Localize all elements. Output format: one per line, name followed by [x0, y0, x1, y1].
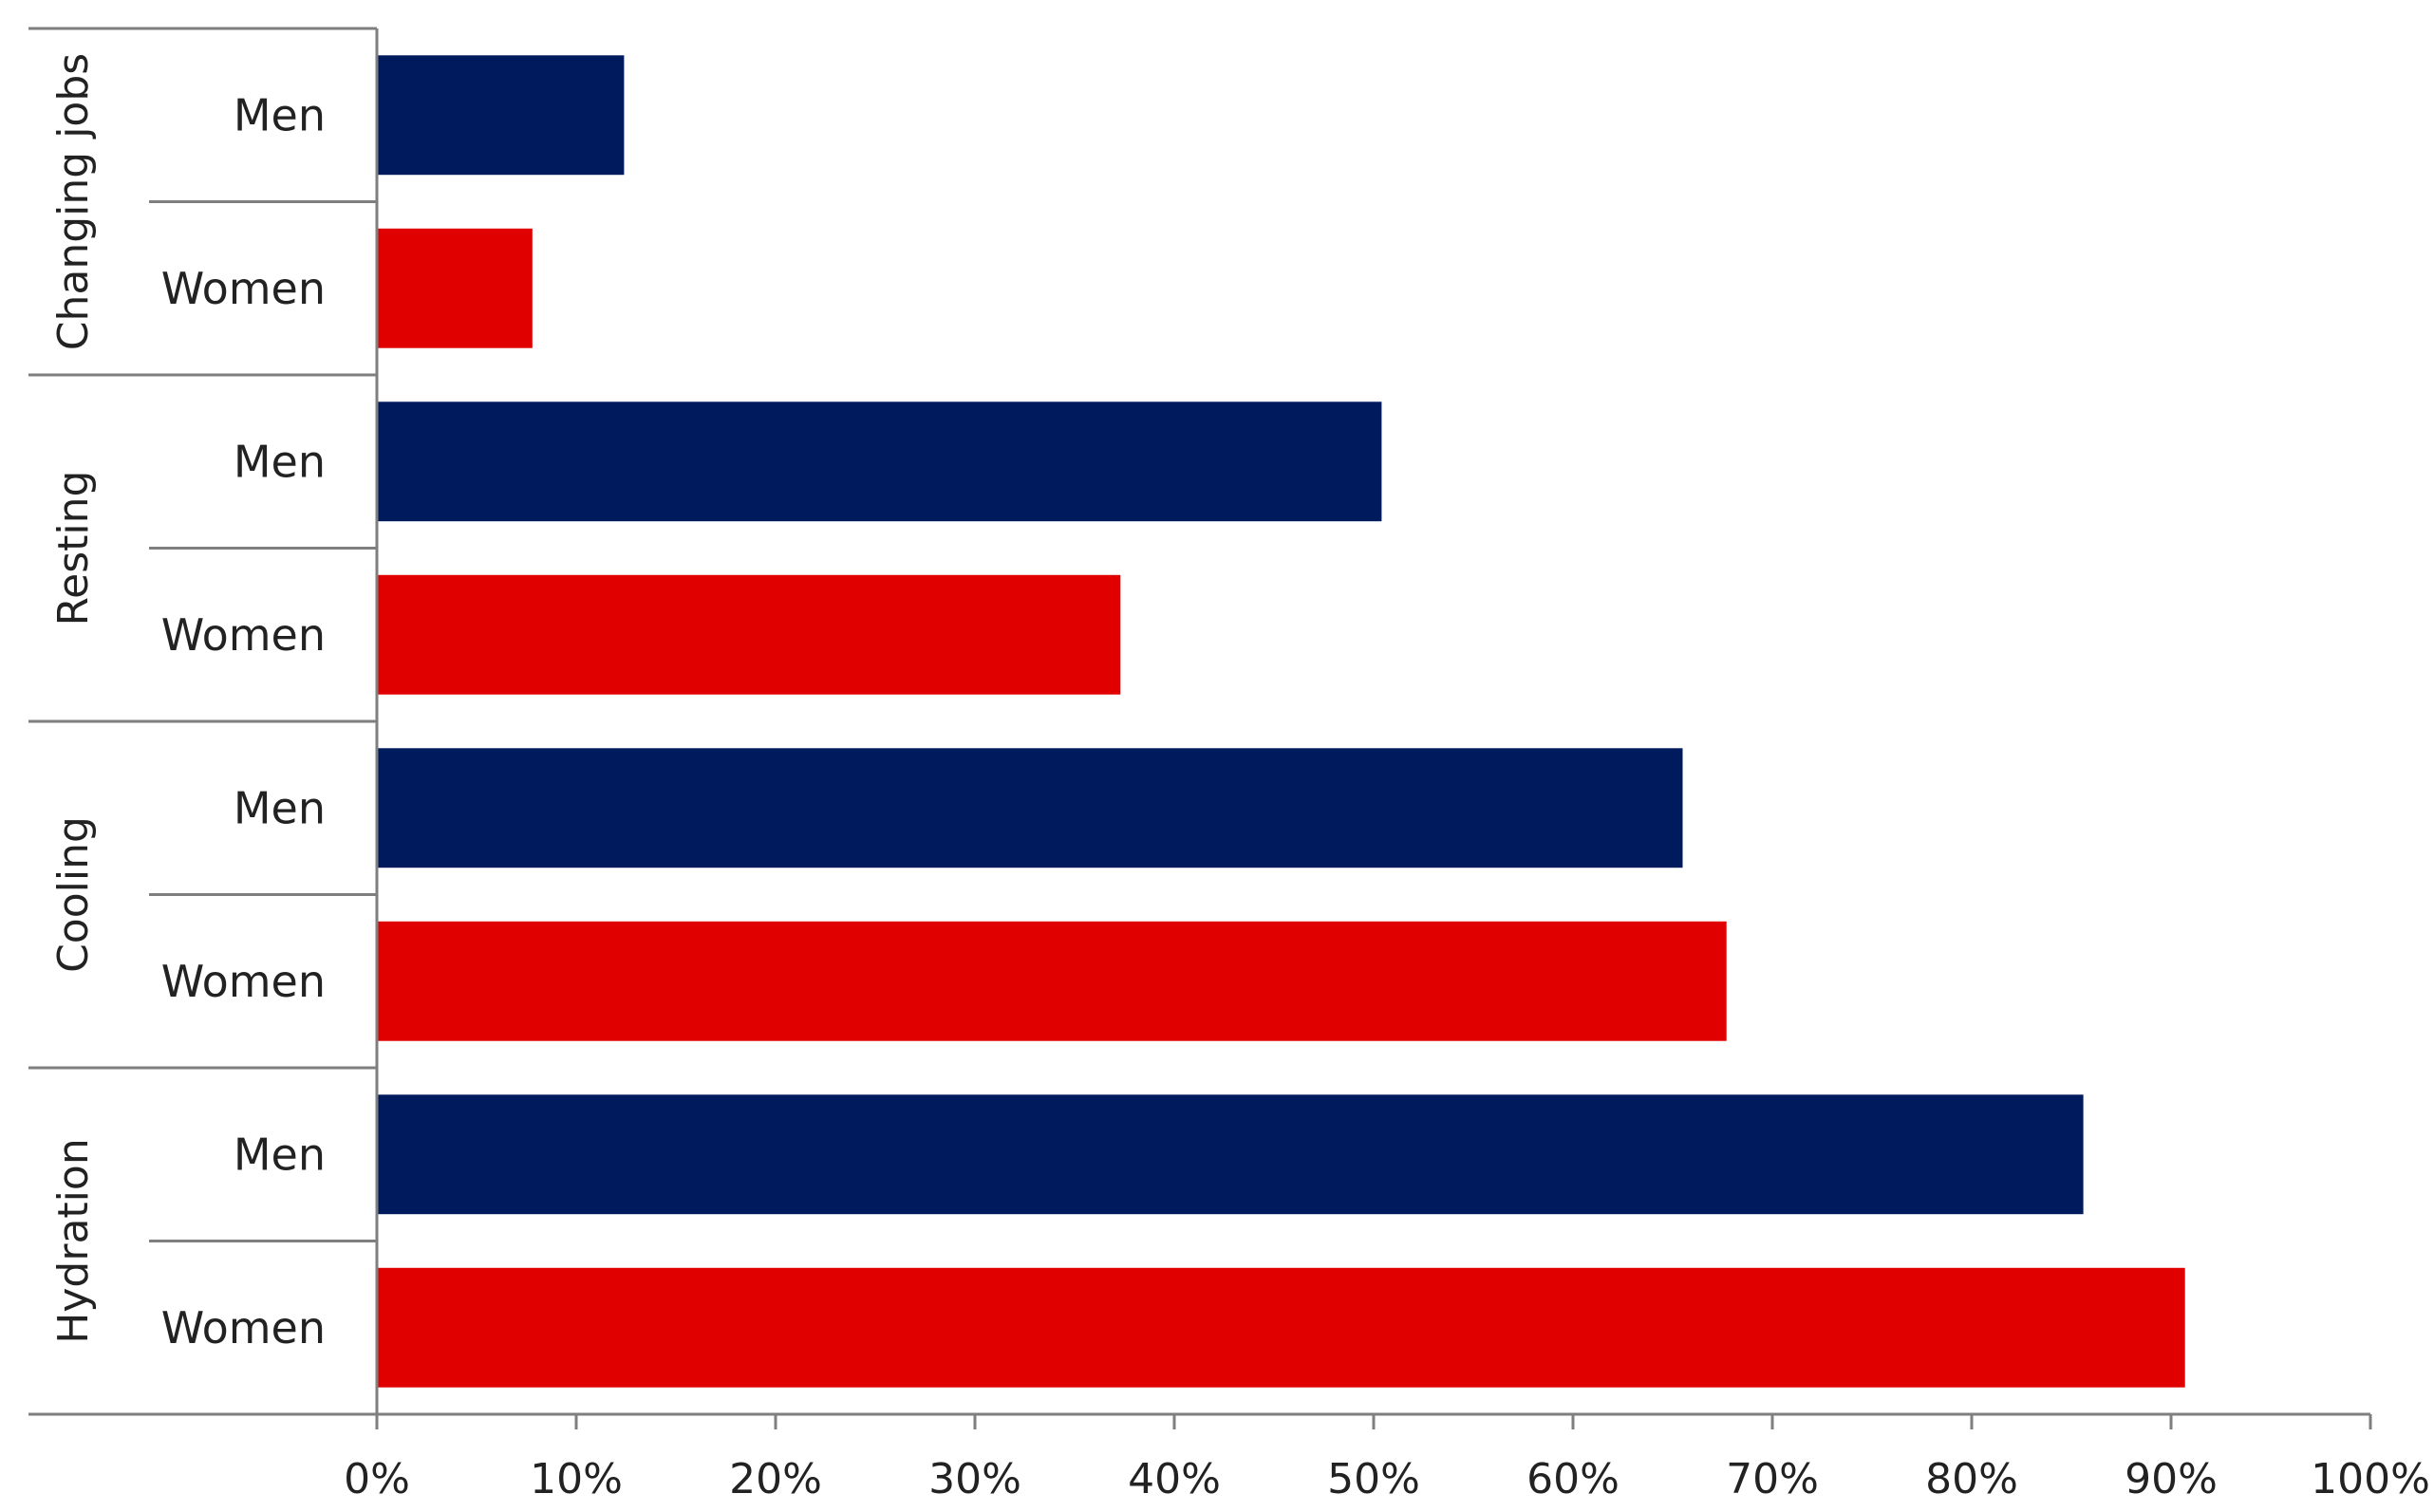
x-tick-label: 40%	[1128, 1455, 1221, 1503]
x-tick-label: 90%	[2125, 1455, 2218, 1503]
bar-category-label: Women	[161, 1302, 326, 1353]
bar-changing-jobs-women	[377, 228, 533, 348]
group-label-changing-jobs: Changing jobs	[49, 53, 98, 350]
group-label-hydration: Hydration	[49, 1138, 98, 1343]
bar-resting-men	[377, 401, 1382, 522]
bar-category-label: Women	[161, 609, 326, 661]
bar-category-label: Men	[234, 1129, 326, 1180]
bar-category-label: Women	[161, 263, 326, 314]
x-tick-label: 50%	[1327, 1455, 1420, 1503]
x-tick-label: 80%	[1925, 1455, 2018, 1503]
bar-cooling-men	[377, 748, 1683, 868]
x-tick-label: 0%	[344, 1455, 410, 1503]
bar-category-label: Men	[234, 436, 326, 487]
group-label-resting: Resting	[49, 471, 98, 626]
x-tick-label: 10%	[530, 1455, 623, 1503]
bar-cooling-women	[377, 921, 1727, 1041]
x-tick-label: 100%	[2311, 1455, 2430, 1503]
x-tick-label: 60%	[1526, 1455, 1620, 1503]
bar-category-label: Men	[234, 782, 326, 833]
bar-category-label: Men	[234, 89, 326, 140]
bar-hydration-women	[377, 1267, 2185, 1388]
x-tick-label: 20%	[729, 1455, 822, 1503]
x-tick-label: 70%	[1726, 1455, 1819, 1503]
bar-resting-women	[377, 574, 1121, 695]
bar-changing-jobs-men	[377, 55, 625, 176]
bar-hydration-men	[377, 1094, 2084, 1215]
x-tick-label: 30%	[928, 1455, 1021, 1503]
group-label-cooling: Cooling	[49, 816, 98, 973]
bar-category-label: Women	[161, 956, 326, 1007]
